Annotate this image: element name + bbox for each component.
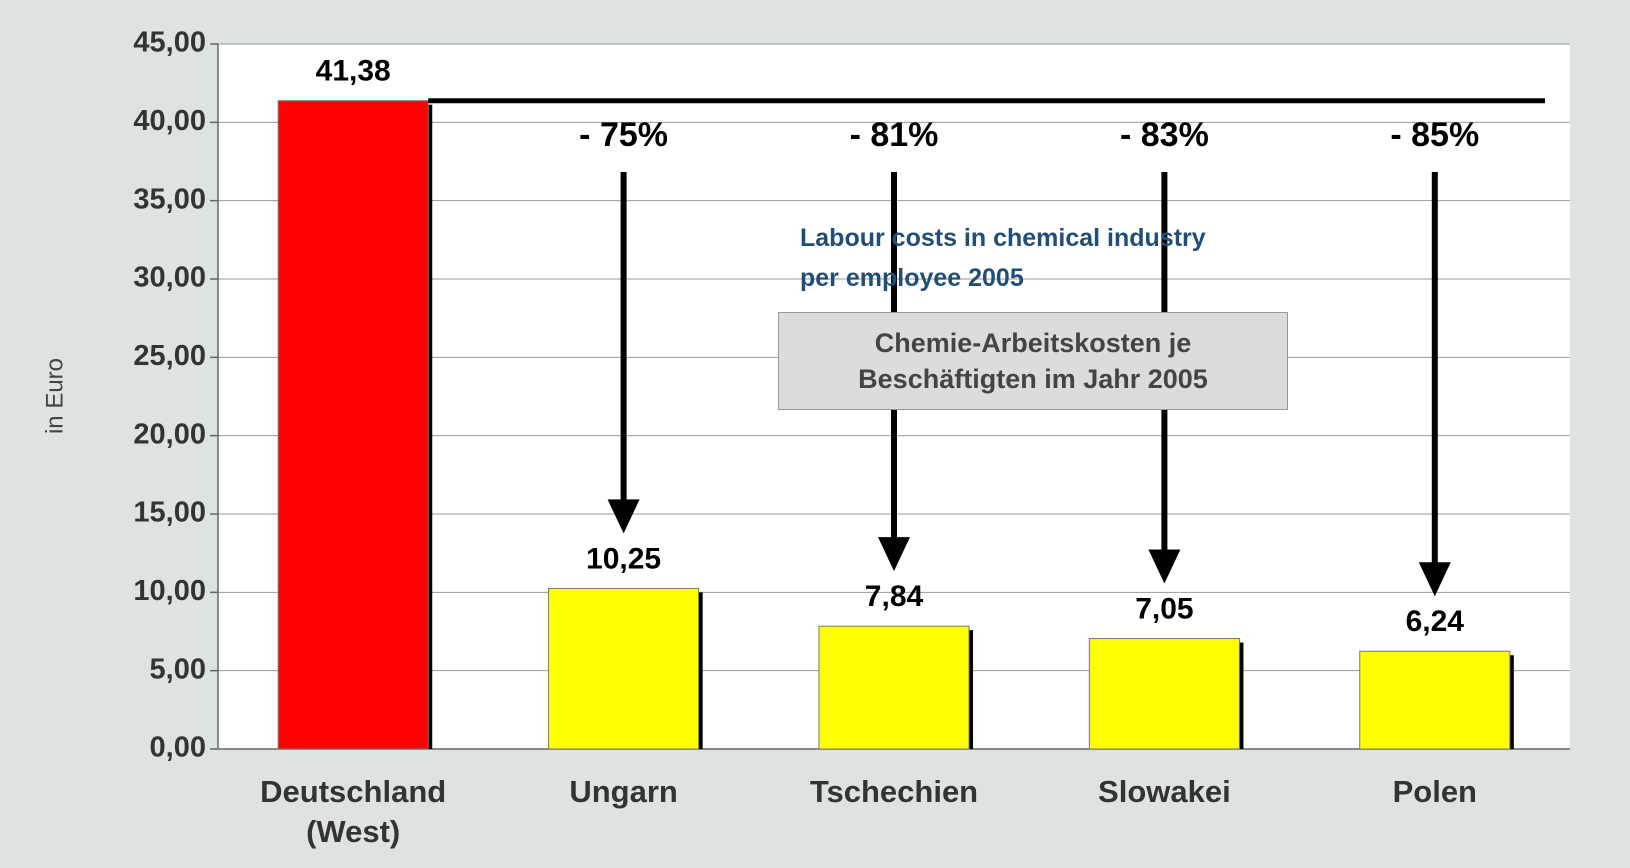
- y-tick-label: 15,00: [133, 497, 206, 529]
- x-tick-label: Deutschland (West): [260, 774, 447, 849]
- y-tick-label: 40,00: [133, 105, 206, 137]
- note-de: Chemie-Arbeitskosten je Beschäftigten im…: [778, 312, 1288, 410]
- y-tick-label: 35,00: [133, 183, 206, 215]
- annotation: - 75%: [579, 116, 668, 154]
- y-axis-label: in Euro: [41, 358, 68, 434]
- y-tick-label: 30,00: [133, 262, 206, 294]
- arrow-head: [1418, 562, 1451, 597]
- x-tick-label: Ungarn: [569, 774, 678, 809]
- bar: [1088, 638, 1240, 750]
- y-tick-label: 10,00: [133, 575, 206, 607]
- value-label: 6,24: [1406, 605, 1465, 638]
- annotation: - 83%: [1120, 116, 1209, 154]
- bar: [548, 587, 700, 750]
- value-label: 41,38: [316, 55, 391, 88]
- note-de-text: Chemie-Arbeitskosten je Beschäftigten im…: [858, 328, 1208, 394]
- annotation: - 81%: [850, 116, 939, 154]
- y-tick-label: 5,00: [150, 653, 206, 685]
- value-label: 7,05: [1135, 592, 1193, 625]
- value-label: 7,84: [865, 580, 924, 613]
- arrow-head: [878, 537, 910, 572]
- bar: [818, 625, 970, 750]
- bar: [277, 100, 429, 750]
- x-tick-label: Slowakei: [1098, 774, 1231, 809]
- x-tick-label: Tschechien: [809, 774, 979, 809]
- annotation: - 85%: [1390, 116, 1479, 154]
- y-tick-label: 45,00: [133, 27, 206, 59]
- note-en: Labour costs in chemical industry per em…: [800, 224, 1206, 292]
- arrow-head: [1148, 549, 1181, 584]
- bar: [1359, 650, 1511, 750]
- value-label: 10,25: [586, 542, 661, 575]
- y-tick-label: 25,00: [133, 340, 206, 372]
- y-tick-label: 20,00: [133, 418, 206, 450]
- y-tick-label: 0,00: [150, 732, 206, 764]
- x-tick-label: Polen: [1392, 774, 1477, 809]
- arrow-head: [607, 499, 640, 534]
